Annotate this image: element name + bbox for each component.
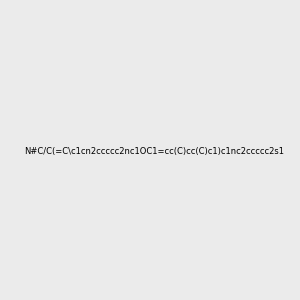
- Text: N#C/C(=C\c1cn2ccccc2nc1OC1=cc(C)cc(C)c1)c1nc2ccccc2s1: N#C/C(=C\c1cn2ccccc2nc1OC1=cc(C)cc(C)c1)…: [24, 147, 284, 156]
